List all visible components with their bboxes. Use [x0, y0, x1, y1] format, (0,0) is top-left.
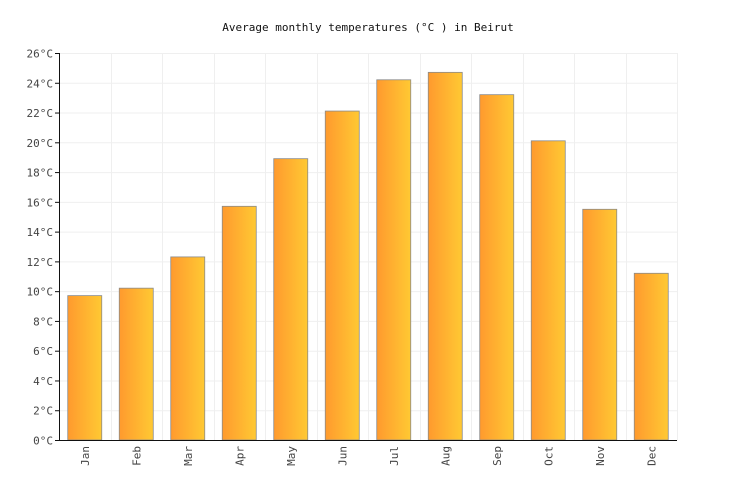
- bar-feb: [118, 287, 154, 441]
- chart-title: Average monthly temperatures (°C ) in Be…: [222, 21, 513, 34]
- y-tick-label: 24°C: [27, 77, 54, 90]
- y-tick-label: 0°C: [33, 435, 53, 448]
- bar-jul: [376, 79, 412, 441]
- x-tick-label: Jan: [79, 446, 92, 466]
- x-axis-ticks: Jan Feb Mar Apr May Jun Jul Aug Sep Oct Nov Dec: [79, 446, 659, 466]
- bar-jan: [67, 295, 103, 441]
- bar-may: [273, 158, 309, 441]
- y-tick-label: 2°C: [33, 405, 53, 418]
- bar-oct: [530, 140, 566, 441]
- x-tick-label: May: [285, 446, 298, 466]
- x-tick-label: Aug: [439, 446, 452, 466]
- x-tick-label: Oct: [542, 446, 555, 466]
- bars: [67, 71, 669, 441]
- x-tick-label: Apr: [233, 446, 246, 466]
- x-tick-label: Jun: [336, 446, 349, 466]
- grid-lines: [59, 53, 678, 440]
- y-tick-label: 4°C: [33, 375, 53, 388]
- bar-nov: [582, 208, 618, 441]
- y-tick-label: 14°C: [27, 226, 54, 239]
- bar-sep: [479, 94, 515, 441]
- x-tick-label: Sep: [491, 446, 504, 466]
- x-tick-label: Dec: [645, 446, 658, 466]
- x-tick-label: Mar: [182, 446, 195, 466]
- bar-dec: [633, 272, 669, 441]
- x-tick-label: Nov: [594, 446, 607, 466]
- y-axis-ticks: 0°C 2°C 4°C 6°C 8°C 10°C 12°C 14°C 16°C 18°C 20°C 2…: [27, 48, 59, 448]
- y-tick-label: 16°C: [27, 196, 54, 209]
- y-tick-label: 8°C: [33, 315, 53, 328]
- y-tick-label: 22°C: [27, 107, 54, 120]
- y-tick-label: 6°C: [33, 345, 53, 358]
- bar-mar: [170, 256, 206, 441]
- y-tick-label: 18°C: [27, 167, 54, 180]
- y-tick-label: 10°C: [27, 286, 54, 299]
- bar-aug: [427, 71, 463, 441]
- x-tick-label: Feb: [130, 446, 143, 466]
- y-tick-label: 20°C: [27, 137, 54, 150]
- y-tick-label: 12°C: [27, 256, 54, 269]
- bar-jun: [324, 110, 360, 441]
- x-tick-label: Jul: [388, 446, 401, 466]
- y-tick-label: 26°C: [27, 48, 54, 61]
- bar-apr: [221, 205, 257, 441]
